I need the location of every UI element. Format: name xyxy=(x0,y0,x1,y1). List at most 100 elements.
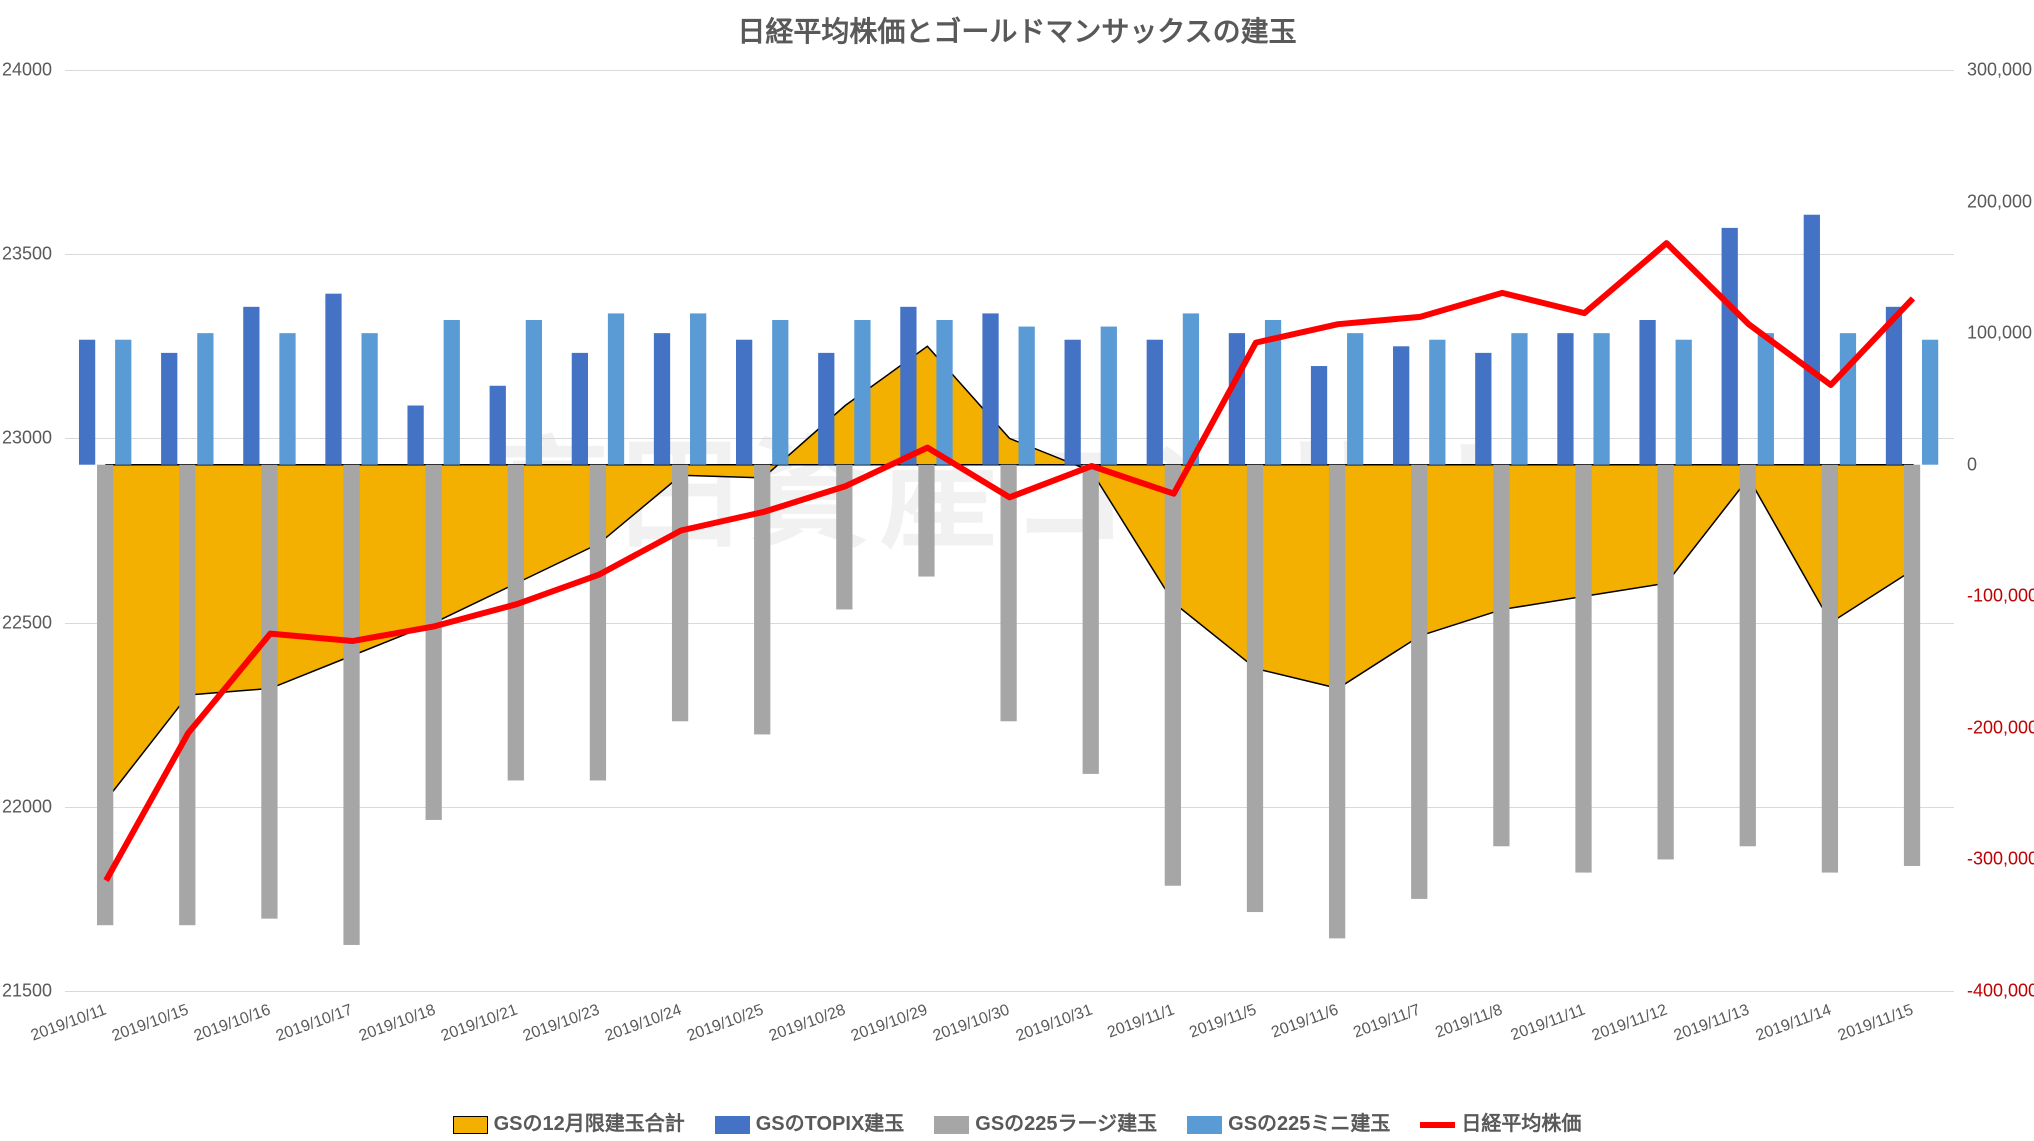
bar-bar_225mini xyxy=(1347,333,1363,465)
bar-bar_topix xyxy=(490,386,506,465)
y-right-tick: 200,000 xyxy=(1967,191,2032,212)
bar-bar_topix xyxy=(325,294,341,465)
y-left-tick: 22500 xyxy=(2,612,52,633)
x-tick: 2019/10/16 xyxy=(192,1002,273,1046)
bar-bar_225large xyxy=(1822,465,1838,873)
chart-svg xyxy=(65,70,1954,991)
legend-item-bar_topix: GSのTOPIX建玉 xyxy=(715,1107,905,1136)
bar-bar_topix xyxy=(900,307,916,465)
legend-label: 日経平均株価 xyxy=(1461,1113,1581,1135)
x-tick: 2019/10/31 xyxy=(1013,1002,1094,1046)
bar-bar_225large xyxy=(97,465,113,926)
bar-bar_225mini xyxy=(936,320,952,465)
bar-bar_topix xyxy=(1557,333,1573,465)
x-tick: 2019/11/11 xyxy=(1508,1002,1587,1045)
bar-bar_topix xyxy=(161,353,177,465)
y-right-tick: 100,000 xyxy=(1967,323,2032,344)
x-tick: 2019/11/1 xyxy=(1105,1002,1177,1043)
bar-bar_225mini xyxy=(279,333,295,465)
x-tick: 2019/10/21 xyxy=(438,1002,519,1046)
bar-bar_225large xyxy=(1904,465,1920,866)
x-tick: 2019/11/6 xyxy=(1269,1002,1341,1043)
bar-bar_topix xyxy=(1229,333,1245,465)
y-right-tick: -200,000 xyxy=(1967,717,2034,738)
y-left-tick: 24000 xyxy=(2,60,52,81)
x-tick: 2019/10/29 xyxy=(849,1002,930,1046)
bar-bar_225mini xyxy=(772,320,788,465)
legend-line-swatch xyxy=(1420,1122,1455,1128)
bar-bar_topix xyxy=(1804,215,1820,465)
bar-bar_225mini xyxy=(1922,340,1938,465)
bar-bar_topix xyxy=(1393,346,1409,464)
legend-swatch xyxy=(453,1116,488,1134)
bar-bar_225large xyxy=(1329,465,1345,939)
y-left-tick: 22000 xyxy=(2,796,52,817)
y-right-tick: 300,000 xyxy=(1967,60,2032,81)
bar-bar_topix xyxy=(736,340,752,465)
bar-bar_225large xyxy=(918,465,934,577)
gridline xyxy=(65,991,1954,992)
bar-bar_225large xyxy=(1740,465,1756,847)
bar-bar_225mini xyxy=(854,320,870,465)
x-tick: 2019/10/11 xyxy=(29,1002,109,1046)
legend-item-area_total: GSの12月限建玉合計 xyxy=(453,1107,685,1136)
bar-bar_topix xyxy=(654,333,670,465)
x-tick: 2019/11/7 xyxy=(1351,1002,1423,1043)
bar-bar_topix xyxy=(1722,228,1738,465)
plot-area: 高田資産コンサル xyxy=(65,70,1954,991)
bar-bar_topix xyxy=(982,313,998,464)
x-tick: 2019/10/28 xyxy=(767,1002,848,1046)
legend-label: GSの225ミニ建玉 xyxy=(1228,1113,1390,1135)
legend-item-line_nikkei: 日経平均株価 xyxy=(1420,1107,1581,1136)
chart-title: 日経平均株価とゴールドマンサックスの建玉 xyxy=(0,10,2034,50)
bar-bar_225mini xyxy=(1840,333,1856,465)
bar-bar_225large xyxy=(508,465,524,781)
bar-bar_225large xyxy=(426,465,442,820)
bar-bar_topix xyxy=(818,353,834,465)
bar-bar_topix xyxy=(1639,320,1655,465)
bar-bar_225large xyxy=(1000,465,1016,722)
bar-bar_225large xyxy=(1575,465,1591,873)
legend-swatch xyxy=(1187,1116,1222,1134)
bar-bar_topix xyxy=(1886,307,1902,465)
bar-bar_225mini xyxy=(1593,333,1609,465)
y-right-tick: 0 xyxy=(1967,454,1977,475)
y-left-tick: 21500 xyxy=(2,981,52,1002)
bar-bar_topix xyxy=(1311,366,1327,465)
legend-label: GSの12月限建玉合計 xyxy=(494,1113,685,1135)
y-right-tick: -400,000 xyxy=(1967,981,2034,1002)
bar-bar_topix xyxy=(1147,340,1163,465)
bar-bar_225large xyxy=(1658,465,1674,860)
bar-bar_225mini xyxy=(1676,340,1692,465)
y-axis-right: -400,000-300,000-200,000-100,0000100,000… xyxy=(1959,70,2034,991)
x-tick: 2019/10/30 xyxy=(931,1002,1012,1046)
bar-bar_225mini xyxy=(197,333,213,465)
legend-swatch xyxy=(934,1116,969,1134)
y-axis-left: 215002200022500230002350024000 xyxy=(0,70,60,991)
legend-label: GSの225ラージ建玉 xyxy=(975,1113,1157,1135)
x-tick: 2019/11/14 xyxy=(1754,1002,1834,1046)
x-tick: 2019/10/25 xyxy=(685,1002,766,1046)
bar-bar_topix xyxy=(243,307,259,465)
bar-bar_225mini xyxy=(1019,327,1035,465)
x-tick: 2019/10/15 xyxy=(110,1002,191,1046)
chart-container: 日経平均株価とゴールドマンサックスの建玉 2150022000225002300… xyxy=(0,0,2034,1141)
x-axis: 2019/10/112019/10/152019/10/162019/10/17… xyxy=(65,996,1954,1086)
bar-bar_225mini xyxy=(1429,340,1445,465)
bar-bar_topix xyxy=(1065,340,1081,465)
x-tick: 2019/10/17 xyxy=(274,1002,355,1046)
bar-bar_225mini xyxy=(1101,327,1117,465)
bar-bar_225mini xyxy=(115,340,131,465)
bar-bar_topix xyxy=(407,406,423,465)
x-tick: 2019/11/13 xyxy=(1671,1002,1751,1046)
bar-bar_225large xyxy=(261,465,277,919)
bar-bar_225large xyxy=(1083,465,1099,774)
bar-bar_225large xyxy=(1165,465,1181,886)
legend: GSの12月限建玉合計 GSのTOPIX建玉 GSの225ラージ建玉 GSの225ミニ… xyxy=(0,1107,2034,1136)
legend-item-bar_225mini: GSの225ミニ建玉 xyxy=(1187,1107,1390,1136)
x-tick: 2019/11/12 xyxy=(1589,1002,1669,1046)
legend-swatch xyxy=(715,1116,750,1134)
bar-bar_225mini xyxy=(608,313,624,464)
bar-bar_225large xyxy=(1247,465,1263,912)
bar-bar_225mini xyxy=(444,320,460,465)
